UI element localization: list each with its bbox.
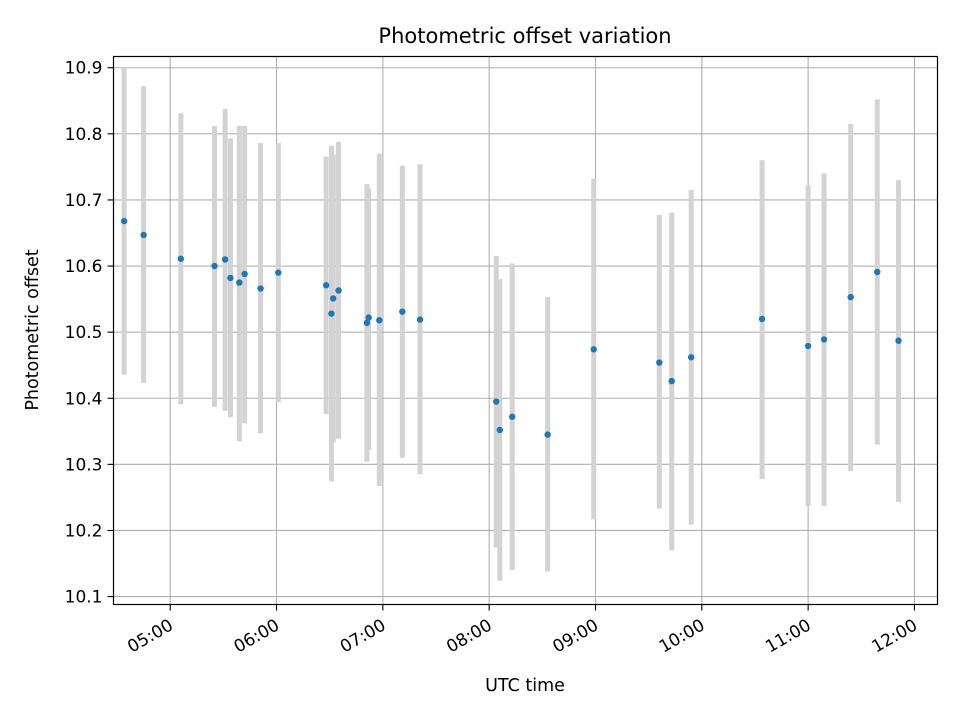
data-point	[590, 346, 597, 353]
y-tick-label: 10.5	[65, 323, 103, 343]
x-tick-label: 11:00	[762, 616, 814, 658]
data-point	[236, 279, 243, 286]
data-point	[493, 398, 500, 405]
data-point	[330, 295, 337, 302]
data-point	[668, 377, 675, 385]
x-tick-label: 08:00	[443, 616, 495, 658]
x-tick-label: 10:00	[656, 616, 708, 658]
data-point	[140, 231, 147, 239]
data-point	[804, 342, 812, 350]
x-tick-label: 12:00	[869, 616, 921, 658]
data-point	[758, 315, 766, 323]
data-point	[120, 217, 128, 225]
data-point	[895, 337, 902, 344]
y-tick-label: 10.6	[65, 257, 103, 277]
y-tick-label: 10.7	[65, 191, 103, 211]
plot-area-frame	[112, 55, 939, 606]
axis-ticks: 05:00 06:00 07:00 08:00 09:00 10:00 11:00 12:00…	[65, 59, 921, 658]
y-tick-label: 10.4	[65, 389, 103, 409]
x-axis-label: UTC time	[485, 676, 565, 696]
data-point	[227, 274, 234, 282]
grid	[113, 56, 938, 605]
data-point	[275, 269, 282, 276]
data-point	[820, 336, 828, 343]
data-point	[376, 317, 383, 324]
data-point	[874, 268, 881, 276]
data-point	[496, 426, 504, 434]
error-bars	[121, 67, 902, 581]
x-tick-label: 05:00	[124, 616, 176, 658]
data-point	[687, 354, 695, 361]
data-point	[656, 359, 663, 366]
data-point	[177, 255, 185, 262]
x-tick-label: 07:00	[337, 616, 389, 658]
data-point	[416, 316, 424, 323]
data-point	[241, 270, 248, 278]
data-point	[221, 256, 229, 263]
data-point	[328, 310, 335, 317]
y-tick-label: 10.8	[65, 125, 103, 145]
data-point	[365, 314, 372, 321]
data-point	[847, 293, 854, 301]
y-tick-label: 10.1	[65, 588, 103, 608]
y-axis-label: Photometric offset	[23, 249, 43, 410]
chart-title: Photometric offset variation	[378, 24, 671, 48]
data-point	[399, 308, 406, 315]
data-point	[322, 282, 330, 289]
data-point	[211, 262, 218, 270]
y-tick-label: 10.2	[65, 521, 103, 541]
data-point	[257, 285, 264, 292]
y-tick-label: 10.9	[65, 59, 103, 79]
y-tick-label: 10.3	[65, 455, 103, 475]
x-tick-label: 06:00	[231, 616, 283, 658]
data-point	[335, 287, 342, 294]
data-point	[363, 319, 371, 327]
data-points	[120, 217, 902, 438]
data-point	[544, 431, 551, 438]
x-tick-label: 09:00	[550, 616, 602, 658]
data-point	[509, 413, 516, 420]
